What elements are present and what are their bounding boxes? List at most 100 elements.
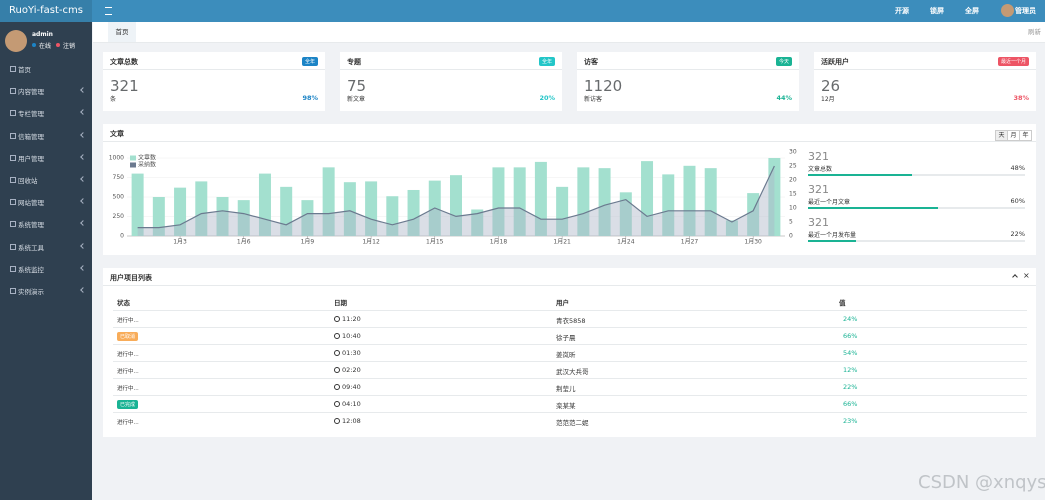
bar (237, 200, 250, 236)
menu-toggle[interactable] (105, 7, 112, 15)
status-dot (32, 43, 36, 47)
progress-label: 文章总数 (808, 166, 833, 173)
table-header: 状态 (117, 299, 130, 307)
status-text: 进行中... (117, 369, 139, 375)
card-divider (340, 69, 562, 70)
menu-item[interactable]: 用户管理 (18, 154, 44, 163)
menu-icon (10, 265, 16, 272)
row-line (113, 378, 1027, 379)
status-text: 进行中... (117, 352, 139, 358)
y2-tick-label: 15 (789, 191, 797, 198)
watermark: CSDN @xnqys (918, 472, 1045, 493)
card-unit: 新文章 (347, 96, 366, 103)
row-user: 范范范二妮 (556, 419, 589, 427)
user-logout[interactable]: 注销 (63, 43, 76, 50)
bar (471, 209, 484, 236)
card-title: 专题 (347, 58, 361, 66)
menu-item[interactable]: 信箱管理 (18, 132, 44, 141)
menu-item[interactable]: 专栏管理 (18, 110, 44, 119)
status-text: 进行中... (117, 386, 139, 392)
y-tick-label: 0 (120, 233, 124, 240)
row-time: 02:20 (342, 366, 361, 374)
card-percent: 44% (776, 94, 792, 102)
user-name: admin (32, 31, 53, 38)
menu-item[interactable]: 回收站 (18, 177, 38, 185)
menu-item[interactable]: 系统管理 (18, 221, 44, 230)
row-line (113, 327, 1027, 328)
bar (619, 192, 632, 236)
menu-icon (10, 199, 16, 206)
bar (725, 220, 738, 236)
menu-icon (10, 154, 16, 161)
menu-item[interactable]: 实例演示 (18, 288, 44, 296)
stat-card: 专题 全年 75 新文章 20% (340, 52, 562, 111)
legend-swatch (130, 155, 136, 161)
row-line (113, 361, 1027, 362)
card-badge: 全年 (538, 57, 555, 66)
line-area (137, 166, 775, 236)
status-badge: 已取消 (117, 332, 139, 341)
table-panel: 用户项目列表 × 状态 日期 用户 值进行中... 11:20 青衣5858 24% 已取消 10:… (103, 268, 1036, 437)
x-tick-label: 1月9 (301, 239, 315, 246)
menu-item[interactable]: 网站管理 (18, 199, 44, 208)
progress-fill (808, 174, 913, 176)
tab-active[interactable]: 首页 (108, 22, 136, 42)
range-button[interactable]: 年 (1019, 130, 1032, 141)
menu-item[interactable]: 系统监控 (18, 265, 44, 274)
top-nav-item[interactable]: 全屏 (965, 7, 979, 15)
row-line (113, 395, 1027, 396)
row-time: 04:10 (342, 400, 361, 408)
menu-item[interactable]: 内容管理 (18, 88, 44, 97)
card-percent: 20% (539, 94, 555, 102)
progress-track (808, 207, 1025, 209)
bar (662, 174, 675, 236)
menu-icon (10, 110, 16, 117)
card-title: 访客 (584, 58, 598, 66)
clock-icon (334, 401, 340, 407)
x-tick-label: 1月18 (490, 239, 508, 246)
bar (386, 196, 399, 236)
card-unit: 12月 (821, 96, 835, 103)
progress-label: 最近一个月文章 (808, 199, 851, 206)
menu-icon (10, 132, 16, 139)
bar (598, 168, 611, 236)
row-time: 12:08 (342, 417, 361, 425)
menu-icon (10, 243, 16, 250)
card-badge: 最近一个月 (997, 57, 1029, 66)
panel-divider (103, 141, 1036, 142)
progress-value: 321 (808, 216, 829, 229)
bar (152, 197, 165, 236)
progress-percent: 22% (1010, 230, 1025, 238)
bar (556, 186, 569, 236)
menu-item[interactable]: 首页 (18, 66, 31, 74)
bar (641, 161, 654, 236)
row-user: 徐子晨 (556, 334, 576, 342)
tab-refresh[interactable]: 刷新 (1028, 28, 1041, 36)
row-user: 武汉大兵哥 (556, 368, 589, 376)
y2-tick-label: 0 (789, 233, 793, 240)
stat-card: 活跃用户 最近一个月 26 12月 38% (814, 52, 1036, 111)
table-header: 值 (839, 299, 846, 307)
row-line (113, 412, 1027, 413)
bar (301, 200, 314, 236)
progress-percent: 60% (1010, 197, 1025, 205)
row-line (113, 344, 1027, 345)
logout-dot (56, 43, 60, 47)
top-nav-item[interactable]: 管理员 (1015, 7, 1036, 15)
x-tick-label: 1月12 (362, 239, 380, 246)
top-nav-item[interactable]: 开源 (895, 7, 909, 15)
x-tick-label: 1月3 (173, 239, 187, 246)
card-value: 75 (347, 77, 367, 95)
stat-card: 文章总数 全年 321 条 98% (103, 52, 325, 111)
menu-icon (10, 177, 16, 183)
progress-track (808, 174, 1025, 176)
clock-icon (334, 384, 340, 390)
progress-value: 321 (808, 183, 829, 196)
top-nav-item[interactable]: 锁屏 (930, 7, 944, 15)
row-user: 栾某某 (556, 402, 576, 410)
row-value: 12% (843, 366, 858, 374)
close-button[interactable]: × (1023, 271, 1030, 280)
menu-item[interactable]: 系统工具 (18, 243, 44, 252)
